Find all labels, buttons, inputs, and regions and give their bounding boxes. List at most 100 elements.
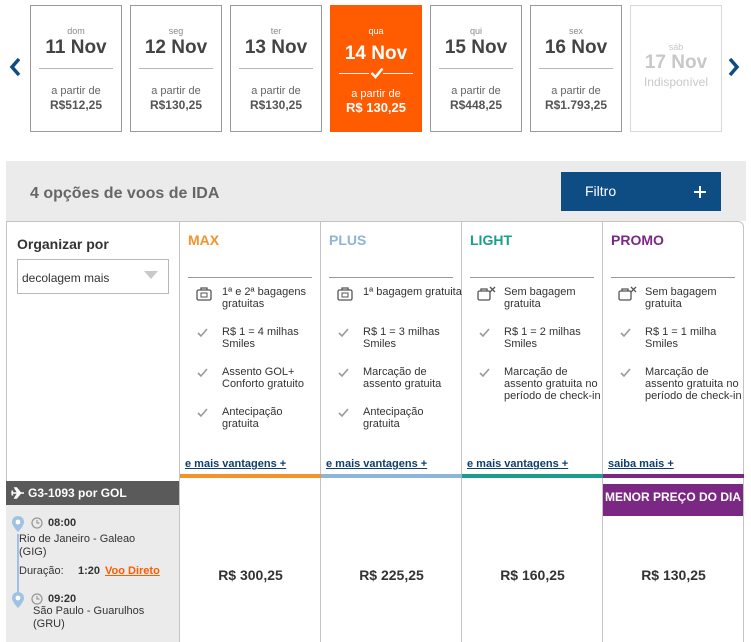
divider [239, 68, 313, 69]
check-icon [197, 408, 208, 418]
divider [39, 68, 113, 69]
lowest-price-badge: MENOR PREÇO DO DIA [603, 484, 743, 516]
date-day: 14 Nov [344, 43, 408, 64]
divider [611, 277, 735, 278]
date-from-label: a partir de [351, 88, 401, 100]
date-price: R$130,25 [249, 98, 303, 112]
more-benefits-link[interactable]: e mais vantagens + [467, 458, 569, 470]
clock-icon [31, 593, 43, 605]
divider [139, 68, 213, 69]
route-line [17, 534, 19, 602]
date-from-label: a partir de [151, 85, 201, 97]
date-weekday: dom [67, 26, 85, 36]
sort-value: decolagem mais [22, 271, 110, 285]
no-baggage-icon [477, 286, 496, 301]
check-icon [370, 67, 384, 79]
learn-more-link[interactable]: saiba mais + [608, 458, 674, 470]
fare-name: LIGHT [470, 232, 512, 248]
check-icon [620, 368, 631, 378]
date-weekday: ter [270, 26, 282, 36]
date-price: R$1.793,25 [544, 98, 608, 112]
date-from-label: a partir de [451, 85, 501, 97]
sort-select[interactable]: decolagem mais [17, 259, 169, 294]
arrival-airport: São Paulo - Guarulhos (GRU) [33, 605, 145, 630]
more-benefits-link[interactable]: e mais vantagens + [185, 458, 287, 470]
duration-label: Duração: [19, 565, 64, 577]
check-icon [338, 328, 349, 338]
date-card-17-nov-unavailable: sáb 17 Nov Indisponível [630, 5, 722, 132]
fare-column-max: MAX 1ª e 2ª bagagens gratuitas R$ 1 = 4 … [180, 221, 321, 481]
date-price: R$130,25 [149, 98, 203, 112]
date-day: 17 Nov [644, 52, 708, 73]
date-weekday: qui [469, 26, 482, 36]
chevron-down-icon [144, 271, 158, 279]
plus-icon [694, 186, 706, 198]
filter-label: Filtro [585, 183, 617, 199]
flight-header: G3-1093 por GOL [6, 481, 179, 505]
fare-price-light[interactable]: R$ 160,25 [500, 567, 565, 583]
date-weekday: qua [368, 26, 384, 36]
next-dates-arrow-icon[interactable] [726, 55, 742, 79]
filter-button[interactable]: Filtro [561, 172, 721, 211]
check-icon [197, 368, 208, 378]
date-price: R$448,25 [449, 98, 503, 112]
results-header: 4 opções de voos de IDA Filtro [6, 161, 746, 221]
fare-name: MAX [188, 232, 220, 248]
baggage-icon [337, 287, 353, 301]
divider [439, 68, 513, 69]
direct-flight-link[interactable]: Voo Direto [105, 565, 160, 577]
fare-feature-text: Marcação de assento gratuita no período … [645, 366, 742, 402]
date-from-label: a partir de [551, 85, 601, 97]
date-card-15-nov[interactable]: qui 15 Nov a partir de R$448,25 [430, 5, 522, 132]
date-day: 15 Nov [444, 37, 508, 58]
fare-price-promo[interactable]: R$ 130,25 [641, 567, 706, 583]
divider [539, 68, 613, 69]
fare-name: PLUS [329, 232, 367, 248]
fare-feature-text: R$ 1 = 2 milhas Smiles [504, 326, 581, 350]
fare-feature-text: R$ 1 = 3 milhas Smiles [363, 326, 440, 350]
date-day: 11 Nov [45, 37, 107, 58]
more-benefits-link[interactable]: e mais vantagens + [326, 458, 428, 470]
column-divider [461, 221, 462, 642]
fare-color-bar [321, 474, 462, 478]
date-day: 13 Nov [244, 37, 308, 58]
date-weekday: sex [568, 26, 583, 36]
fare-color-bar [603, 474, 744, 478]
fare-color-bar [180, 474, 321, 478]
fare-feature-text: R$ 1 = 4 milhas Smiles [222, 326, 299, 350]
date-card-13-nov[interactable]: ter 13 Nov a partir de R$130,25 [230, 5, 322, 132]
date-card-16-nov[interactable]: sex 16 Nov a partir de R$1.793,25 [530, 5, 622, 132]
divider [188, 277, 312, 278]
fare-color-bar [462, 474, 603, 478]
fare-feature-text: Antecipação gratuita [222, 406, 283, 430]
flight-code: G3-1093 por GOL [28, 486, 127, 500]
date-card-12-nov[interactable]: seg 12 Nov a partir de R$130,25 [130, 5, 222, 132]
fare-feature-text: 1ª bagagem gratuita [363, 286, 462, 298]
date-unavailable-label: Indisponível [643, 75, 709, 89]
fare-feature-text: Sem bagagem gratuita [645, 286, 717, 310]
results-title: 4 opções de voos de IDA [30, 185, 220, 202]
date-day: 16 Nov [544, 37, 608, 58]
fare-feature-text: Assento GOL+ Conforto gratuito [222, 366, 304, 390]
previous-dates-arrow-icon[interactable] [7, 55, 23, 79]
check-icon [479, 368, 490, 378]
sort-label: Organizar por [17, 236, 109, 252]
fare-price-max[interactable]: R$ 300,25 [218, 567, 283, 583]
date-day: 12 Nov [144, 37, 208, 58]
fare-feature-text: Antecipação gratuita [363, 406, 424, 430]
fare-feature-text: Marcação de assento gratuita no período … [504, 366, 601, 402]
location-pin-icon [12, 516, 24, 532]
selected-check [339, 67, 413, 81]
date-weekday: sáb [668, 42, 684, 52]
duration-value: 1:20 [78, 565, 101, 577]
fare-price-plus[interactable]: R$ 225,25 [359, 567, 424, 583]
date-price: R$512,25 [49, 98, 103, 112]
location-pin-icon [12, 592, 24, 608]
check-icon [338, 368, 349, 378]
date-card-14-nov-selected[interactable]: qua 14 Nov a partir de R$ 130,25 [330, 5, 422, 132]
fare-feature-text: 1ª e 2ª bagagens gratuitas [222, 286, 306, 310]
clock-icon [31, 517, 43, 529]
date-card-11-nov[interactable]: dom 11 Nov a partir de R$512,25 [30, 5, 122, 132]
fare-table [6, 221, 744, 642]
date-from-label: a partir de [251, 85, 301, 97]
